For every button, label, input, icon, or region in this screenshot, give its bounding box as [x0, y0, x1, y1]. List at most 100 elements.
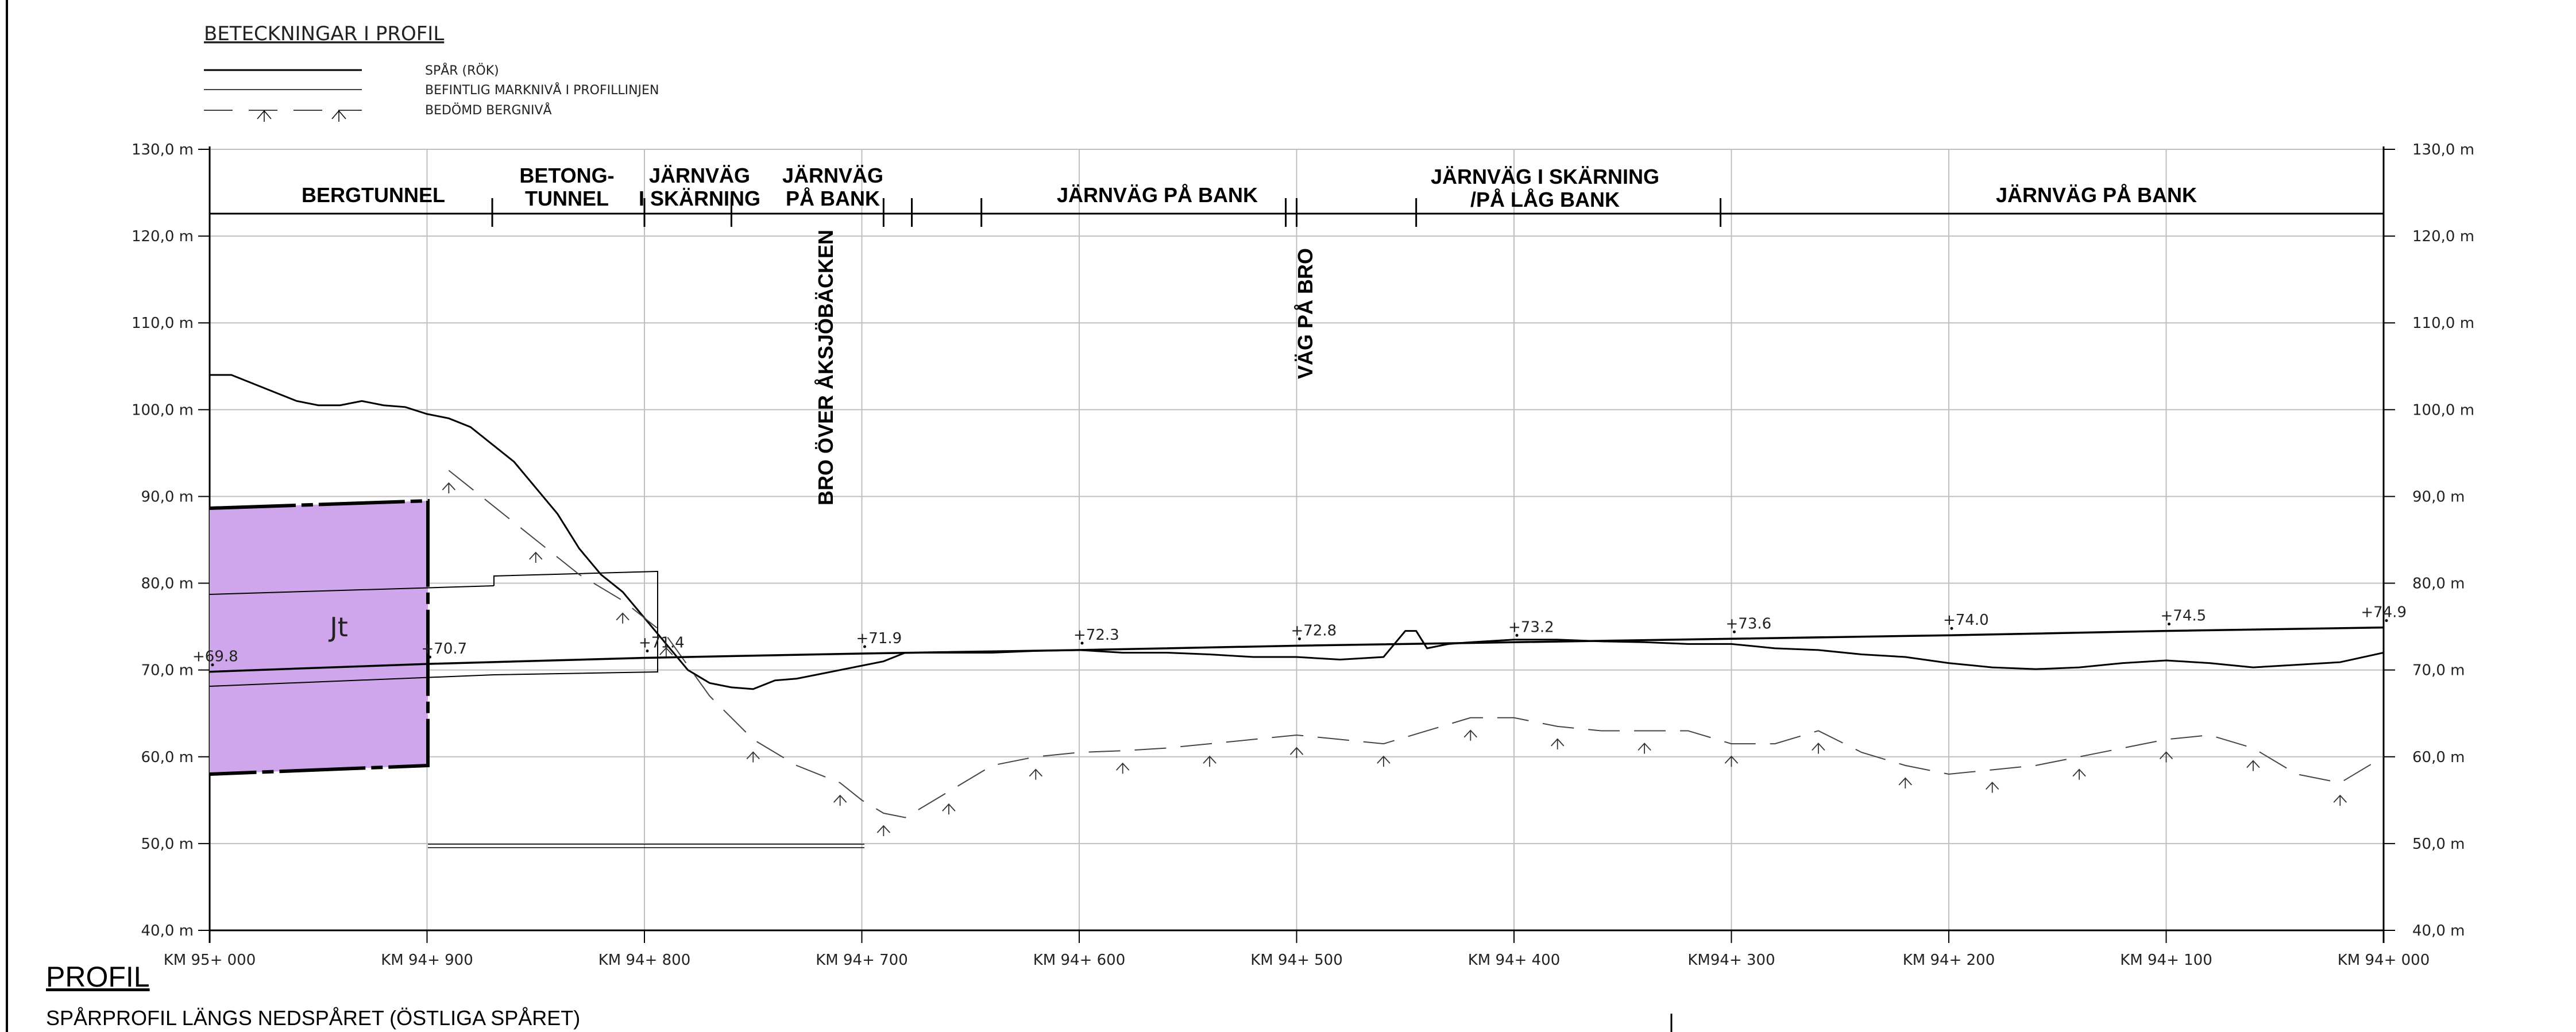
y-tick-label-left: 120,0 m — [132, 228, 194, 245]
y-tick-label-left: 130,0 m — [132, 141, 194, 159]
y-tick-label-left: 110,0 m — [132, 315, 194, 332]
x-tick-label: KM 94+ 000 — [2338, 952, 2430, 969]
rock-series — [442, 470, 2384, 836]
track-level-label: +71.4 — [639, 635, 685, 652]
section-label-betongtunnel-2: TUNNEL — [525, 187, 609, 210]
rock-zone-label: Jt — [328, 612, 348, 643]
x-tick-label: KM 94+ 600 — [1033, 952, 1126, 969]
rock-tick — [1029, 768, 1042, 780]
y-tick-label-left: 50,0 m — [141, 836, 194, 853]
x-tick-label: KM 94+ 100 — [2120, 952, 2212, 969]
y-tick-label-right: 110,0 m — [2412, 315, 2474, 332]
y-tick-label-right: 50,0 m — [2412, 836, 2465, 853]
section-label-bank-2: PÅ BANK — [786, 187, 880, 210]
rock-tick — [1551, 738, 1565, 749]
track-level-label: +69.8 — [192, 648, 238, 666]
y-tick-label-left: 70,0 m — [141, 662, 194, 679]
legend-rock-tick — [331, 110, 346, 122]
section-labels: BERGTUNNEL BETONG- TUNNEL JÄRNVÄG I SKÄR… — [302, 164, 2197, 211]
rock-zone-edge — [209, 498, 430, 776]
track-level-dot — [1733, 630, 1736, 633]
track-level-dot — [646, 650, 649, 653]
footer-subtitle: SPÅRPROFIL LÄNGS NEDSPÅRET (ÖSTLIGA SPÅR… — [46, 1006, 580, 1030]
track-level-label: +72.8 — [1291, 622, 1337, 639]
x-tick-label: KM 94+ 200 — [1903, 952, 1995, 969]
track-level-label: +71.9 — [856, 630, 902, 647]
track-level-label: +73.6 — [1726, 615, 1772, 632]
rock-tick — [1116, 762, 1130, 774]
y-tick-label-right: 90,0 m — [2412, 488, 2465, 505]
track-level-label: +72.3 — [1073, 627, 1119, 644]
y-tick-label-right: 40,0 m — [2412, 922, 2465, 940]
rock-tick — [442, 482, 456, 494]
rock-tick — [1724, 755, 1739, 767]
track-level-dot — [1515, 633, 1519, 637]
structure-label-bridge: BRO ÖVER ÅKSJÖBÄCKEN — [814, 230, 837, 505]
structure-label-road-bridge: VÄG PÅ BRO — [1293, 248, 1317, 379]
footer: PROFIL SPÅRPROFIL LÄNGS NEDSPÅRET (ÖSTLI… — [46, 961, 1673, 1032]
track-level-dot — [211, 663, 214, 667]
track-level-dot — [1080, 641, 1084, 645]
rock-tick — [942, 803, 956, 815]
section-label-bank-1: JÄRNVÄG — [782, 164, 883, 187]
rock-tick — [616, 612, 629, 624]
rock-tick — [529, 551, 543, 563]
track-level-label: +74.0 — [1943, 612, 1989, 629]
footer-title: PROFIL — [46, 961, 150, 993]
rock-tick — [2072, 768, 2086, 780]
track-level-dot — [863, 645, 866, 648]
rock-tick — [1812, 743, 1825, 754]
y-tick-label-right: 80,0 m — [2412, 575, 2465, 593]
rock-tick — [1289, 747, 1304, 758]
section-label-skarning-2: I SKÄRNING — [639, 187, 760, 210]
rock-tick — [2333, 794, 2347, 806]
section-label-bank-long-2: JÄRNVÄG PÅ BANK — [1996, 183, 2197, 207]
y-tick-label-left: 80,0 m — [141, 575, 194, 593]
section-label-skarning-1: JÄRNVÄG — [649, 164, 750, 187]
rock-tick — [2159, 751, 2173, 763]
tunnel-outlines — [209, 570, 864, 848]
section-label-skarning-lag-2: /PÅ LÅG BANK — [1470, 188, 1620, 211]
legend-rock-tick — [257, 110, 272, 122]
legend-title: BETECKNINGAR I PROFIL — [204, 22, 444, 45]
rock-tick — [876, 825, 891, 836]
track-level-label: +74.5 — [2161, 608, 2207, 625]
rock-tick — [1203, 755, 1216, 767]
x-tick-label: KM94+ 300 — [1687, 952, 1775, 969]
axes: 130,0 m 130,0 m 120,0 m 120,0 m 110,0 m 110,0… — [132, 141, 2474, 969]
section-label-bank-long-1: JÄRNVÄG PÅ BANK — [1057, 183, 1258, 207]
track-level-dot — [1298, 637, 1301, 640]
x-tick-label: KM 95+ 000 — [164, 952, 256, 969]
y-tick-label-left: 40,0 m — [141, 922, 194, 940]
track-level-label: +70.7 — [422, 640, 468, 658]
section-label-betongtunnel-1: BETONG- — [519, 164, 614, 187]
rock-tick — [1986, 782, 1999, 793]
y-tick-label-right: 120,0 m — [2412, 228, 2474, 245]
track-line — [209, 626, 2384, 673]
legend-label-rock: BEDÖMD BERGNIVÅ — [425, 102, 552, 118]
rock-tick — [1898, 777, 1912, 789]
legend: BETECKNINGAR I PROFIL SPÅR (RÖK) BEFINTL… — [204, 22, 659, 122]
x-tick-label: KM 94+ 900 — [381, 952, 473, 969]
section-label-skarning-lag-1: JÄRNVÄG I SKÄRNING — [1431, 165, 1659, 188]
y-tick-label-left: 60,0 m — [141, 749, 194, 766]
rock-line — [448, 470, 2384, 818]
rock-zone: Jt — [209, 498, 430, 776]
track-level-labels: +69.8 +70.7 +71.4 +71.9 +72.3 +72.8 +73.2 +73.6… — [192, 604, 2407, 667]
section-label-bergtunnel: BERGTUNNEL — [302, 183, 445, 207]
rock-tick — [1463, 729, 1477, 741]
track-level-dot — [2168, 623, 2171, 626]
y-tick-label-left: 90,0 m — [141, 488, 194, 505]
x-tick-label: KM 94+ 700 — [816, 952, 908, 969]
rock-tick — [1377, 755, 1391, 767]
track-series — [209, 626, 2384, 673]
track-level-dot — [428, 655, 431, 659]
rock-tick — [1637, 743, 1651, 754]
x-tick-label: KM 94+ 500 — [1250, 952, 1343, 969]
track-level-label: +74.9 — [2361, 604, 2407, 621]
rock-tick — [2246, 760, 2260, 771]
track-level-dot — [2385, 619, 2388, 623]
legend-label-ground: BEFINTLIG MARKNIVÅ I PROFILLINJEN — [425, 82, 659, 98]
track-level-label: +73.2 — [1508, 619, 1554, 636]
